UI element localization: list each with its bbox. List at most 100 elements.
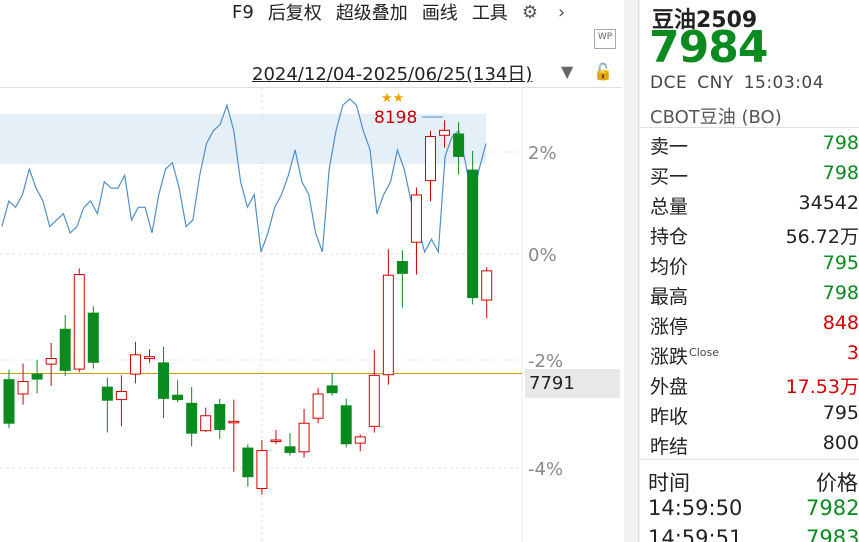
panel-divider (638, 0, 639, 542)
stat-value: 848 (822, 312, 859, 334)
date-range-selector[interactable]: 2024/12/04-2025/06/25(134日) (252, 64, 533, 85)
candle-body (425, 136, 436, 182)
exchange: DCE (650, 73, 688, 93)
stat-row: 总量 34542 (640, 189, 859, 219)
tool-back-adjust[interactable]: 后复权 (267, 3, 322, 24)
divider (640, 127, 859, 128)
candle-body (467, 169, 479, 299)
kline-chart[interactable]: 2% 0% -2% -4% ★★ 8198 (0, 88, 622, 542)
stat-row: 买一 798 (640, 159, 859, 189)
stat-row: 持仓 56.72万 (640, 219, 859, 249)
candle-body (3, 379, 15, 424)
candle-body (73, 274, 85, 370)
candle-body (256, 450, 268, 490)
divider (640, 459, 859, 460)
stat-value: 17.53万 (785, 376, 859, 398)
candle-body (228, 420, 240, 424)
stat-value: 795 (822, 402, 859, 424)
candle-body (340, 405, 352, 445)
stat-label: 涨跌Close (650, 345, 719, 368)
candle-body (45, 358, 57, 365)
tick-price-header: 价格 (816, 471, 858, 495)
candle-body (410, 194, 422, 243)
tool-tools[interactable]: 工具 (471, 3, 508, 24)
candle-body (326, 385, 338, 394)
stat-label: 卖一 (650, 136, 689, 158)
candle-body (382, 274, 394, 376)
stat-row: 涨停 848 (640, 309, 859, 339)
stat-row: 最高 798 (640, 279, 859, 309)
stat-label: 涨停 (650, 316, 689, 338)
stat-value: 34542 (798, 192, 859, 214)
unlock-icon[interactable]: 🔓 (593, 62, 613, 81)
axis-tick-label: 0% (528, 245, 557, 266)
chart-top-divider (0, 87, 622, 88)
quote-meta: DCE CNY 15:03:04 (650, 73, 834, 93)
stat-row: 外盘 17.53万 (640, 369, 859, 399)
candle-body (186, 402, 198, 434)
tool-f9[interactable]: F9 (232, 1, 254, 23)
tick-time-header: 时间 (648, 471, 690, 495)
stat-row: 均价 795 (640, 249, 859, 279)
candle-body (144, 356, 155, 360)
tick-time: 14:59:50 (648, 496, 743, 520)
last-price: 7984 (649, 22, 768, 73)
candle-body (101, 386, 113, 401)
stat-label: 均价 (650, 256, 689, 278)
chevron-right-icon[interactable]: › (557, 1, 566, 23)
overlay-series-line (1, 98, 487, 255)
high-marker-stars: ★★ (381, 91, 404, 106)
stats-table: 卖一 798 买一 798 总量 34542 持仓 56.72万 均价 795 最高 798 涨停 848… (640, 129, 859, 459)
currency: CNY (697, 73, 734, 93)
stat-value: 800 (822, 432, 859, 454)
stat-value: 56.72万 (785, 226, 859, 248)
candle-body (17, 381, 29, 395)
stat-label: 外盘 (650, 376, 689, 398)
candle-body (354, 436, 366, 444)
candle-body (439, 129, 451, 136)
stat-label-suffix: Close (689, 345, 719, 359)
candle-body (158, 362, 170, 399)
axis-tick-label: -4% (528, 459, 563, 480)
panel-splitter[interactable] (624, 0, 640, 542)
stat-value: 798 (822, 132, 859, 154)
candle-body (115, 390, 127, 401)
stat-value: 798 (822, 162, 859, 184)
candle-body (172, 394, 184, 401)
stat-label: 买一 (650, 166, 689, 188)
stat-label: 总量 (650, 196, 689, 218)
stat-value: 798 (822, 282, 859, 304)
candle-body (242, 447, 254, 478)
candle-body (396, 261, 408, 274)
reference-instrument[interactable]: CBOT豆油 (BO) (650, 107, 782, 128)
candle-body (284, 446, 296, 453)
candle-body (59, 328, 71, 371)
candle-body (270, 439, 282, 443)
tool-draw-line[interactable]: 画线 (421, 3, 458, 24)
reference-price-tag: 7791 (525, 369, 620, 398)
quote-panel: 豆油2509 7984 DCE CNY 15:03:04 CBOT豆油 (BO) 卖… (640, 0, 859, 542)
candle-body (312, 393, 324, 419)
tick-time: 14:59:51 (648, 526, 743, 542)
caret-down-icon[interactable]: ▼ (561, 62, 574, 81)
tool-super-overlay[interactable]: 超级叠加 (335, 3, 408, 24)
quote-time: 15:03:04 (743, 73, 825, 93)
overlay-highlight-band (0, 114, 486, 164)
stat-label: 持仓 (650, 226, 689, 248)
stat-row: 昨结 800 (640, 429, 859, 459)
wp-icon[interactable]: WP (594, 29, 616, 49)
candle-body (31, 373, 43, 380)
stat-label: 昨收 (650, 406, 689, 428)
candle-body (481, 270, 493, 301)
candle-body (368, 374, 380, 427)
candle-body (298, 422, 310, 453)
candle-body (200, 415, 212, 432)
candle-body (453, 133, 465, 157)
symbol-name: 豆油2509 (652, 8, 758, 33)
candle-body (129, 354, 141, 375)
tick-price: 7983 (806, 526, 859, 542)
axis-tick-label: -2% (528, 351, 563, 372)
gear-icon[interactable]: ⚙ (521, 1, 538, 23)
stat-row: 涨跌Close 3 (640, 339, 859, 369)
stat-label: 昨结 (650, 436, 689, 458)
